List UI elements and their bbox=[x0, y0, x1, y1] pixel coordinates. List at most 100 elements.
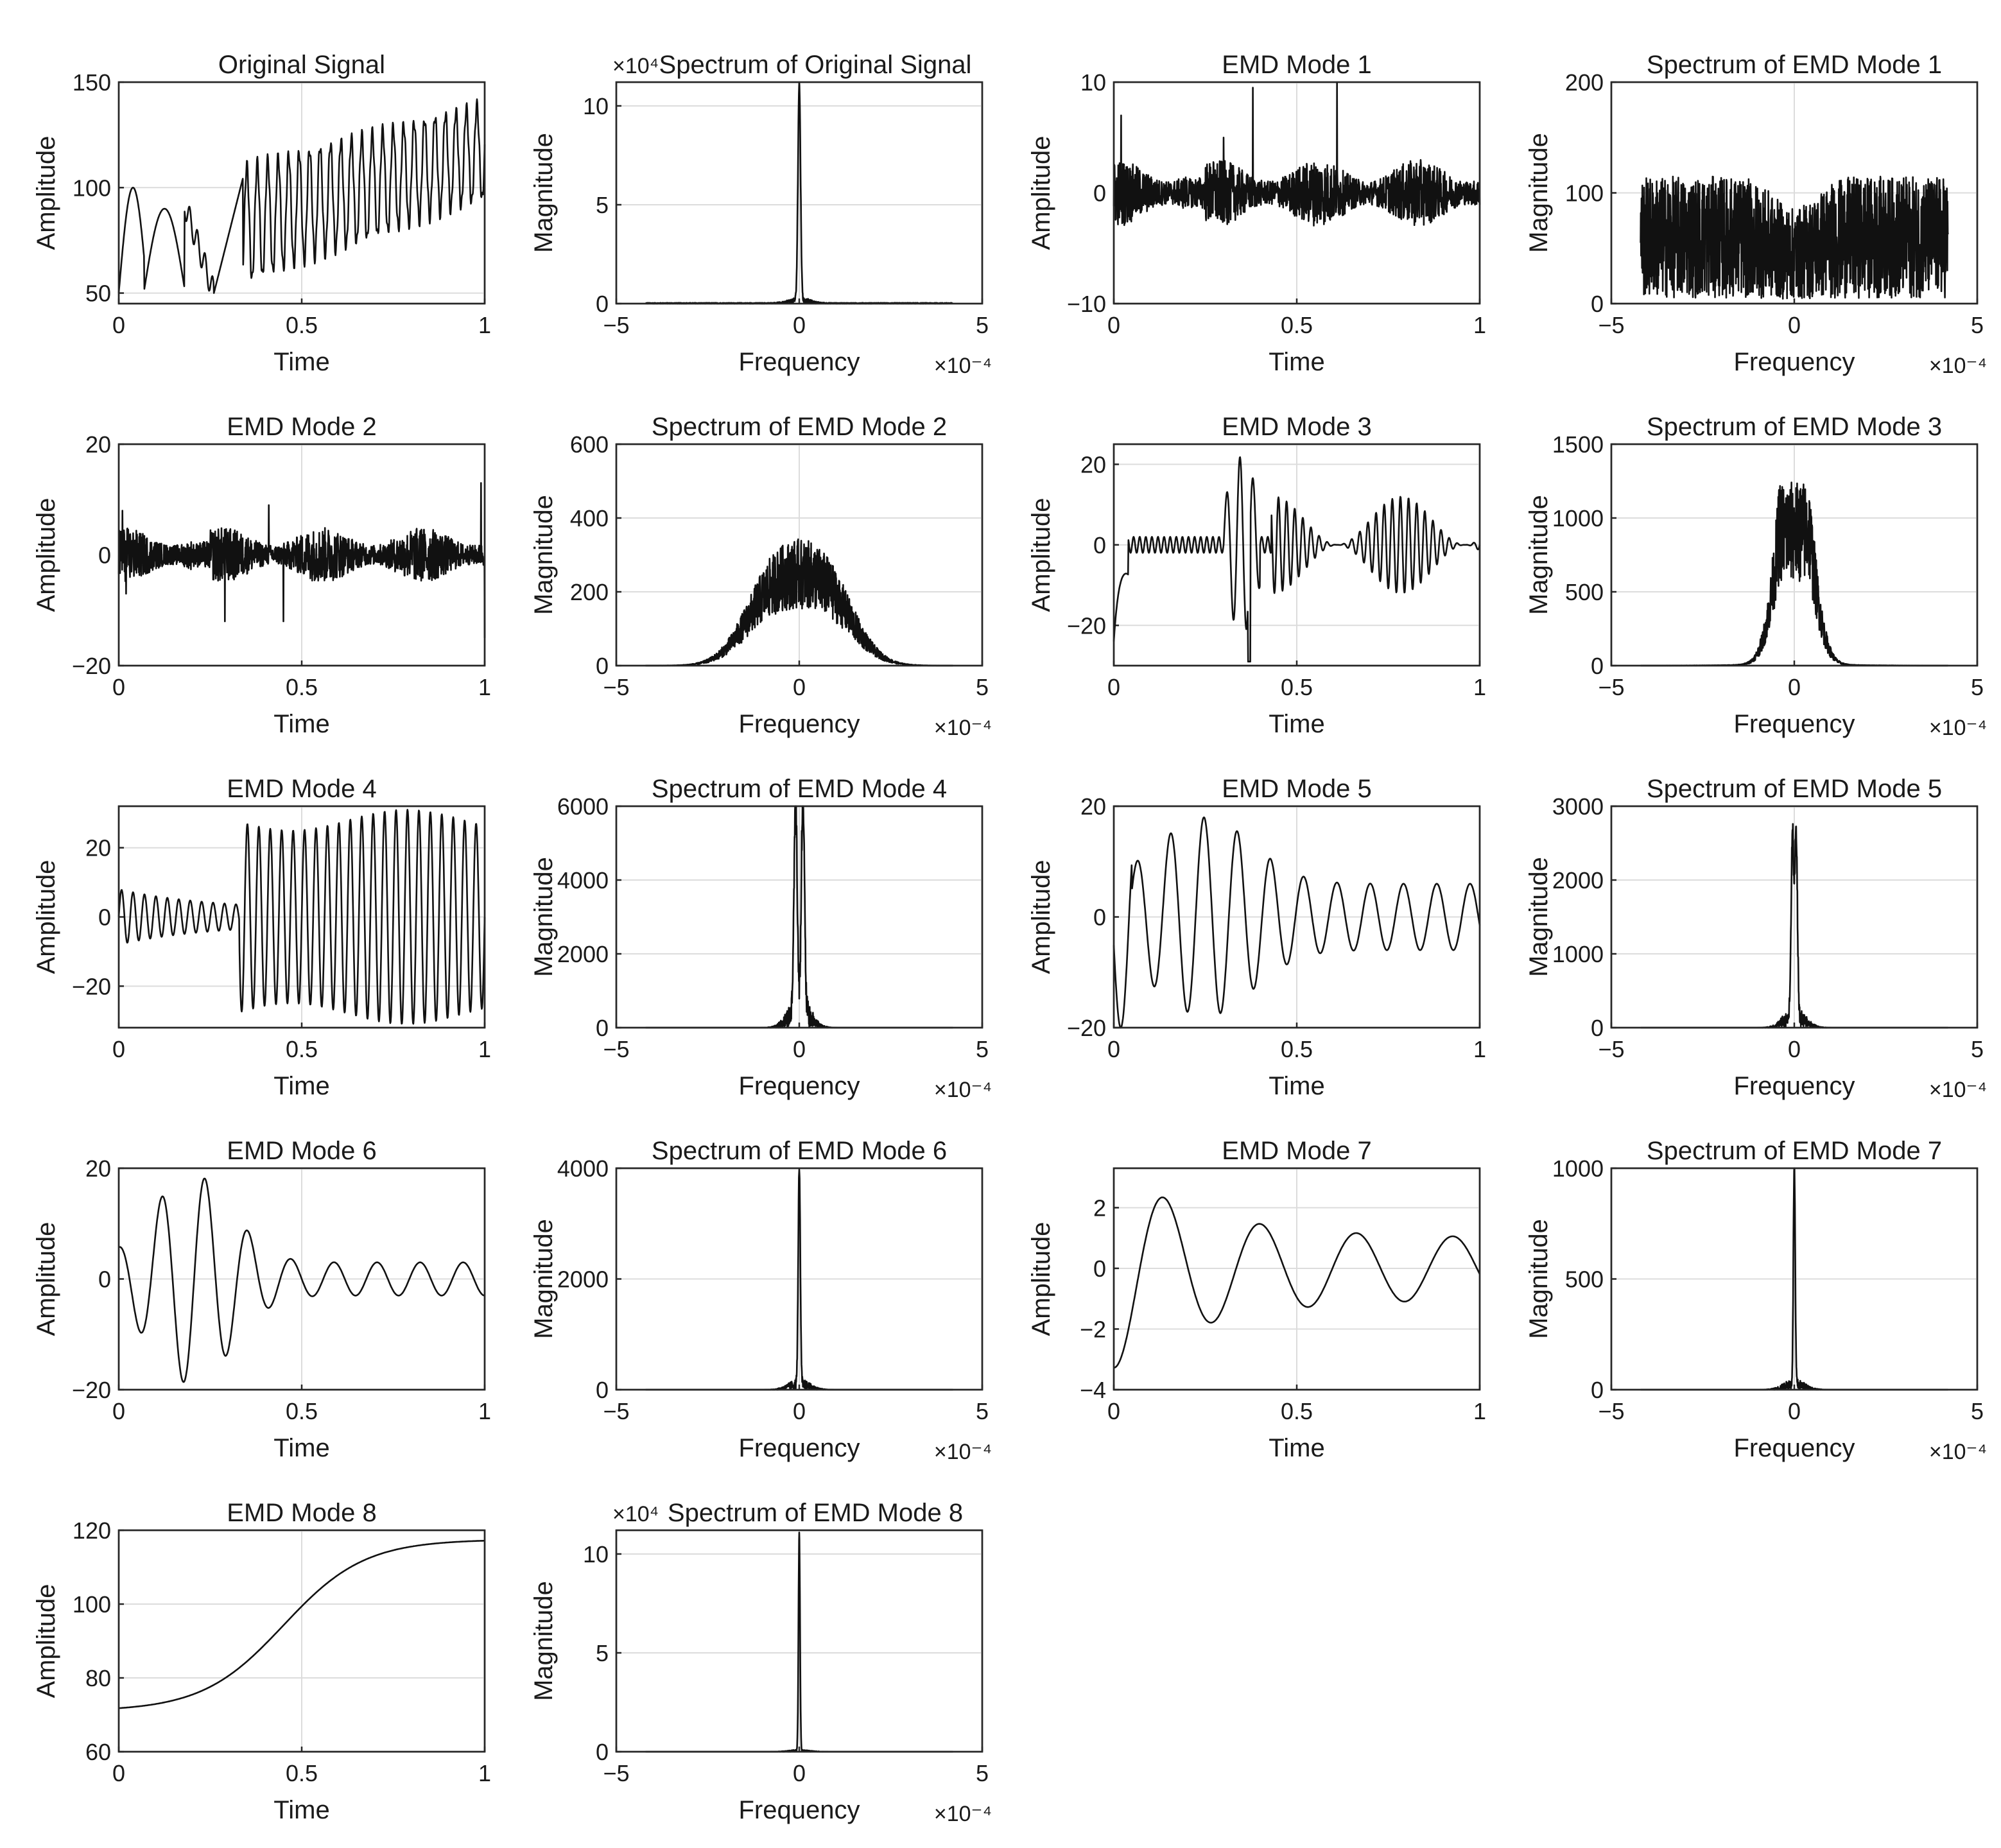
chart-title: Spectrum of EMD Mode 5 bbox=[1647, 775, 1942, 803]
y-tick-label: 0 bbox=[596, 1739, 609, 1765]
x-tick-label: 0 bbox=[112, 1760, 125, 1786]
x-tick-label: 0 bbox=[1107, 312, 1120, 338]
y-tick-label: 1000 bbox=[1552, 1155, 1604, 1182]
chart-title: EMD Mode 4 bbox=[227, 775, 376, 803]
y-axis-label: Amplitude bbox=[32, 1222, 60, 1336]
x-exponent-label: ×10⁻⁴ bbox=[934, 1440, 992, 1464]
y-tick-label: 0 bbox=[1093, 1256, 1106, 1282]
y-tick-label: 20 bbox=[1080, 793, 1106, 820]
x-tick-label: 0 bbox=[1788, 312, 1801, 338]
x-tick-label: 5 bbox=[976, 312, 989, 338]
chart-title: Spectrum of EMD Mode 3 bbox=[1647, 413, 1942, 441]
chart-title: Spectrum of EMD Mode 7 bbox=[1647, 1137, 1942, 1165]
panel-emd-mode-3: 0 0.5 1 −20 0 20 EMD Mode 3 Time Amplitude bbox=[1027, 413, 1486, 738]
plot-border bbox=[117, 805, 486, 1029]
y-tick-label: 500 bbox=[1565, 579, 1604, 605]
plot-border bbox=[1610, 805, 1979, 1029]
x-tick-label: 0 bbox=[1788, 674, 1801, 700]
x-tick-label: 1 bbox=[478, 312, 491, 338]
plot-border bbox=[615, 1167, 983, 1391]
y-axis-label: Magnitude bbox=[530, 495, 558, 615]
y-tick-label: 2000 bbox=[557, 1266, 609, 1293]
x-axis-label: Time bbox=[273, 1072, 329, 1100]
x-axis-label: Time bbox=[1269, 710, 1324, 738]
panel-emd-mode-4: 0 0.5 1 −20 0 20 EMD Mode 4 Time Amplitude bbox=[32, 775, 491, 1100]
series-line bbox=[1113, 816, 1481, 1029]
y-tick-label: 0 bbox=[98, 904, 111, 931]
x-tick-label: 5 bbox=[976, 1398, 989, 1424]
y-tick-label: 120 bbox=[73, 1517, 111, 1544]
x-axis-label: Time bbox=[1269, 348, 1324, 376]
y-tick-label: 200 bbox=[1565, 69, 1604, 96]
y-axis-label: Amplitude bbox=[32, 498, 60, 612]
y-tick-label: 1000 bbox=[1552, 941, 1604, 967]
plot-border bbox=[1113, 81, 1481, 305]
x-tick-label: −5 bbox=[603, 1036, 629, 1062]
x-tick-label: 5 bbox=[1971, 674, 1984, 700]
y-tick-label: 0 bbox=[1591, 291, 1604, 317]
x-tick-label: 0.5 bbox=[1281, 1398, 1313, 1424]
y-tick-label: 6000 bbox=[557, 793, 609, 820]
x-tick-label: 0 bbox=[793, 1760, 806, 1786]
x-tick-label: 0 bbox=[793, 674, 806, 700]
x-tick-label: 1 bbox=[1473, 1398, 1486, 1424]
plot-border bbox=[615, 805, 983, 1029]
plot-border bbox=[117, 1167, 486, 1391]
x-tick-label: 5 bbox=[1971, 1036, 1984, 1062]
plot-border bbox=[615, 81, 983, 305]
x-tick-label: 1 bbox=[1473, 674, 1486, 700]
y-tick-label: −4 bbox=[1080, 1377, 1106, 1403]
x-tick-label: 0.5 bbox=[286, 312, 318, 338]
x-tick-label: 1 bbox=[1473, 1036, 1486, 1062]
x-axis-label: Time bbox=[1269, 1072, 1324, 1100]
y-tick-label: 0 bbox=[98, 1266, 111, 1293]
plot-border bbox=[1610, 1167, 1979, 1391]
plot-border bbox=[615, 1529, 983, 1753]
x-axis-label: Frequency bbox=[1734, 348, 1855, 376]
x-axis-label: Time bbox=[273, 1434, 329, 1462]
x-tick-label: 0.5 bbox=[286, 1036, 318, 1062]
x-axis-label: Time bbox=[273, 348, 329, 376]
y-axis-label: Amplitude bbox=[32, 860, 60, 974]
x-tick-label: 0 bbox=[1788, 1036, 1801, 1062]
x-tick-label: 0 bbox=[112, 1036, 125, 1062]
x-tick-label: −5 bbox=[603, 674, 629, 700]
y-tick-label: 100 bbox=[73, 1591, 111, 1618]
y-tick-label: −20 bbox=[72, 1377, 111, 1403]
y-tick-label: 4000 bbox=[557, 867, 609, 894]
chart-title: EMD Mode 5 bbox=[1222, 775, 1371, 803]
chart-title: EMD Mode 2 bbox=[227, 413, 376, 441]
y-tick-label: 20 bbox=[85, 1155, 111, 1182]
series-line bbox=[118, 1177, 485, 1383]
x-tick-label: 1 bbox=[1473, 312, 1486, 338]
x-tick-label: 0.5 bbox=[286, 1760, 318, 1786]
x-tick-label: 0 bbox=[112, 674, 125, 700]
y-exponent-label: ×10⁴ bbox=[612, 54, 659, 78]
series-line bbox=[1113, 81, 1481, 227]
x-tick-label: 0 bbox=[1107, 1398, 1120, 1424]
panel-emd-mode-8: 0 0.5 1 60 80 100 120 EMD Mode 8 Time Amplitude bbox=[32, 1499, 491, 1824]
chart-title: Spectrum of EMD Mode 6 bbox=[652, 1137, 947, 1165]
plot-border bbox=[117, 443, 486, 667]
y-axis-label: Magnitude bbox=[1525, 1219, 1553, 1339]
y-tick-label: −20 bbox=[72, 973, 111, 999]
y-tick-label: 0 bbox=[596, 1015, 609, 1041]
x-tick-label: 0.5 bbox=[1281, 674, 1313, 700]
x-axis-label: Frequency bbox=[739, 1796, 860, 1824]
x-tick-label: 5 bbox=[976, 1760, 989, 1786]
y-tick-label: 400 bbox=[570, 505, 609, 531]
y-axis-label: Magnitude bbox=[530, 1219, 558, 1339]
y-tick-label: −20 bbox=[1067, 612, 1106, 639]
plot-border bbox=[1610, 443, 1979, 667]
x-tick-label: 0.5 bbox=[1281, 312, 1313, 338]
y-tick-label: 10 bbox=[583, 93, 609, 119]
x-tick-label: −5 bbox=[1598, 1036, 1624, 1062]
series-line bbox=[118, 1540, 485, 1709]
y-tick-label: 10 bbox=[583, 1541, 609, 1567]
